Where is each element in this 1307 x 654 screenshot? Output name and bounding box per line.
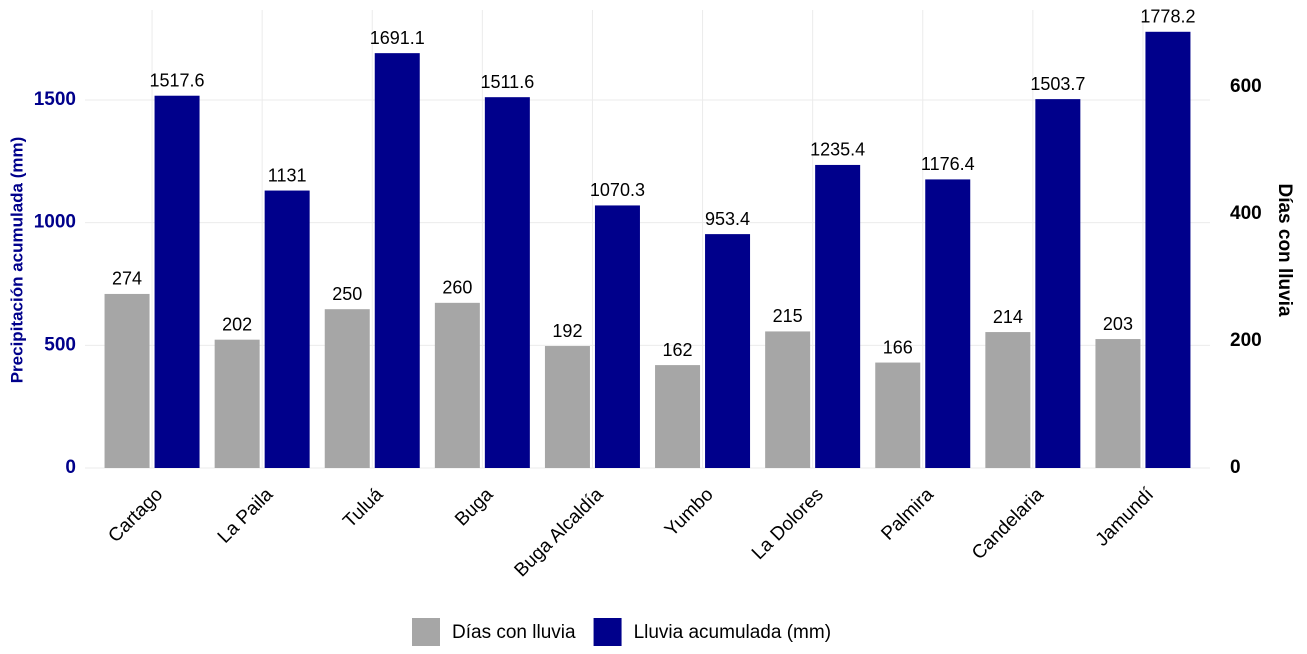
bar — [594, 205, 640, 468]
bar — [875, 362, 921, 468]
value-label: 215 — [773, 306, 803, 326]
y-axis-title: Precipitación acumulada (mm) — [7, 137, 26, 384]
bar — [705, 234, 751, 468]
bar — [434, 302, 480, 468]
x-tick-label: La Dolores — [748, 484, 828, 564]
value-label: 260 — [442, 278, 472, 298]
x-tick-label: Cartago — [104, 484, 167, 547]
value-label: 203 — [1103, 314, 1133, 334]
bar — [104, 293, 150, 468]
value-label: 192 — [552, 321, 582, 341]
value-label: 162 — [663, 340, 693, 360]
x-tick-label: Jamundí — [1092, 484, 1159, 551]
bar — [985, 332, 1031, 468]
y2-tick-label: 600 — [1230, 76, 1262, 97]
y2-axis-title: Días con lluvia — [1274, 183, 1295, 316]
y2-tick-label: 400 — [1230, 203, 1262, 224]
value-label: 274 — [112, 269, 142, 289]
value-label: 1511.6 — [480, 72, 534, 92]
y-tick-label: 0 — [65, 457, 76, 478]
value-label: 1131 — [268, 165, 307, 185]
legend-swatch — [593, 618, 622, 646]
value-label: 250 — [332, 284, 362, 304]
y-tick-label: 1000 — [34, 212, 76, 233]
value-label: 1778.2 — [1140, 7, 1195, 27]
x-tick-label: Tuluá — [339, 484, 387, 532]
bar — [374, 53, 420, 469]
bar — [1095, 339, 1141, 468]
bar — [1145, 31, 1191, 469]
bar — [925, 179, 971, 468]
x-tick-label: Buga — [451, 484, 498, 531]
x-tick-label: Yumbo — [661, 484, 718, 541]
legend-label: Lluvia acumulada (mm) — [634, 622, 831, 643]
y-tick-label: 1500 — [34, 89, 76, 110]
legend-label: Días con lluvia — [452, 622, 576, 643]
bar — [324, 309, 370, 468]
value-label: 1517.6 — [150, 70, 205, 90]
legend-swatch — [412, 618, 440, 646]
bar — [484, 97, 530, 468]
value-label: 1176.4 — [921, 154, 975, 174]
x-tick-label: Candelaria — [968, 484, 1048, 564]
value-label: 1235.4 — [810, 140, 865, 160]
x-tick-label: La Paila — [214, 484, 278, 548]
value-label: 953.4 — [705, 209, 750, 229]
value-label: 1503.7 — [1030, 74, 1085, 94]
value-label: 214 — [993, 307, 1023, 327]
value-label: 166 — [883, 337, 913, 357]
y-tick-label: 500 — [44, 334, 76, 355]
value-label: 202 — [222, 314, 252, 334]
bar — [264, 190, 310, 469]
x-tick-label: Palmira — [877, 484, 938, 545]
bar — [214, 339, 260, 468]
bar — [815, 164, 861, 468]
value-label: 1070.3 — [590, 180, 645, 200]
bar — [154, 95, 200, 469]
bar — [765, 331, 811, 468]
x-tick-label: Buga Alcaldía — [511, 484, 608, 581]
y2-tick-label: 200 — [1230, 330, 1262, 351]
bar — [1035, 99, 1081, 468]
y2-tick-label: 0 — [1230, 457, 1241, 478]
bar — [655, 365, 701, 468]
bar — [544, 346, 590, 468]
value-label: 1691.1 — [370, 28, 425, 48]
